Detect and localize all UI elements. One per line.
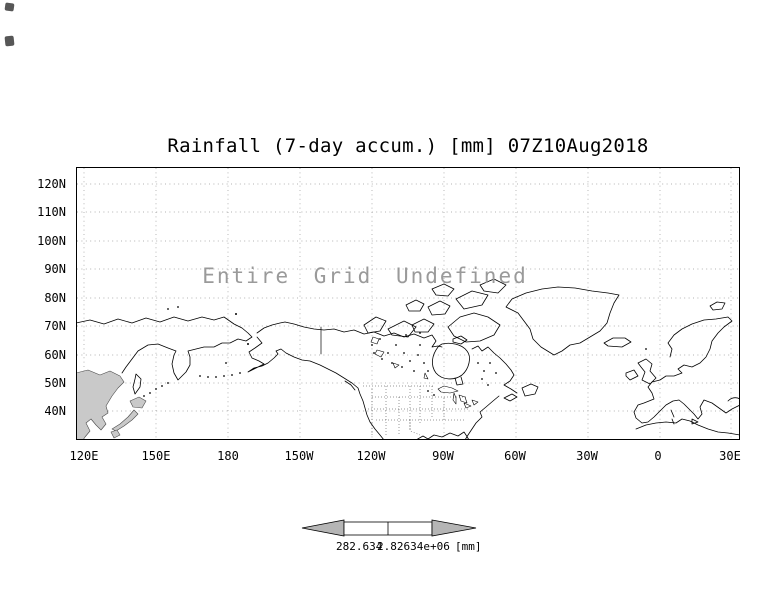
shaded-land-asia [76, 369, 147, 440]
y-tick-label: 110N [37, 205, 66, 219]
x-tick-label: 120W [356, 449, 386, 463]
x-tick-label: 30E [719, 449, 741, 463]
y-tick-label: 60N [44, 348, 66, 362]
x-tick-label: 0 [654, 449, 662, 463]
colorbar-max-label: 2.82634e+06 [377, 540, 450, 553]
graticule-grid [77, 168, 739, 439]
y-tick-label: 50N [44, 376, 66, 390]
colorbar-left-arrow [301, 519, 345, 537]
y-tick-label: 80N [44, 291, 66, 305]
x-tick-label: 90W [432, 449, 454, 463]
y-tick-label: 120N [37, 177, 66, 191]
x-tick-label: 30W [576, 449, 598, 463]
screen-artifact [4, 35, 15, 47]
x-tick-label: 120E [69, 449, 99, 463]
coastlines [76, 278, 740, 440]
island-lake-dots [143, 306, 647, 397]
plot-frame-border [76, 167, 740, 440]
colorbar-units-label: [mm] [455, 540, 482, 553]
plot-title: Rainfall (7-day accum.) [mm] 07Z10Aug201… [167, 135, 649, 157]
x-tick-label: 150E [141, 449, 171, 463]
undefined-grid-message: Entire Grid Undefined [202, 264, 528, 288]
colorbar-min-label: 282.634 [336, 540, 383, 553]
world-map-svg [76, 167, 740, 440]
screen-artifact [4, 2, 15, 12]
y-tick-label: 40N [44, 404, 66, 418]
x-tick-label: 150W [284, 449, 314, 463]
x-tick-label: 180 [217, 449, 239, 463]
colorbar [301, 519, 477, 537]
y-tick-label: 100N [37, 234, 66, 248]
x-tick-label: 60W [504, 449, 526, 463]
us-state-borders [363, 385, 468, 436]
y-tick-label: 70N [44, 319, 66, 333]
y-tick-label: 90N [44, 262, 66, 276]
colorbar-right-arrow [431, 519, 477, 537]
